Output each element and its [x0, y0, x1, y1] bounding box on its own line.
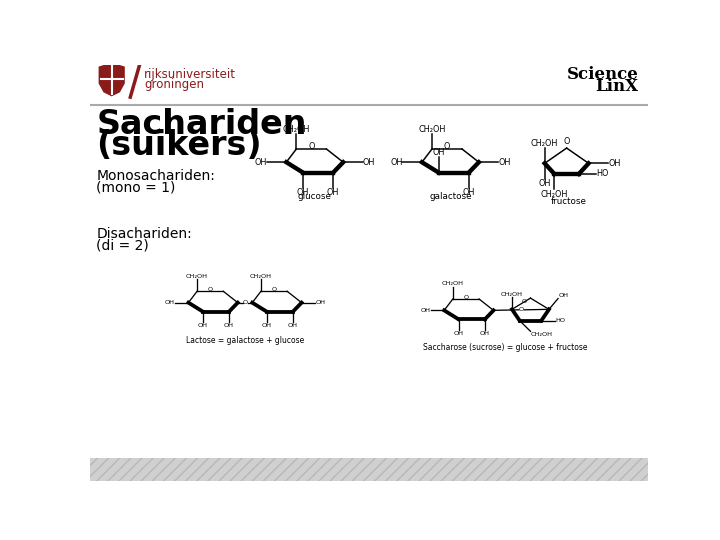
Text: CH₂OH: CH₂OH: [250, 274, 272, 279]
Text: OH: OH: [297, 188, 309, 197]
Text: Disachariden:: Disachariden:: [96, 226, 192, 240]
Text: OH: OH: [262, 323, 271, 328]
Text: rijksuniversiteit: rijksuniversiteit: [144, 68, 236, 80]
Text: Lactose = galactose + glucose: Lactose = galactose + glucose: [186, 336, 304, 345]
Text: OH: OH: [480, 331, 490, 336]
Text: CH₂OH: CH₂OH: [283, 125, 310, 134]
Text: galactose: galactose: [429, 192, 472, 201]
Text: O: O: [464, 295, 469, 300]
Bar: [90, 65, 648, 103]
Text: O: O: [564, 137, 570, 146]
Text: CH₂OH: CH₂OH: [418, 125, 446, 134]
Text: Science: Science: [567, 65, 639, 83]
Text: O: O: [243, 300, 248, 305]
Polygon shape: [99, 63, 124, 96]
Text: (mono = 1): (mono = 1): [96, 180, 176, 194]
Text: OH: OH: [288, 323, 298, 328]
Text: OH: OH: [463, 188, 475, 197]
Text: OH: OH: [608, 159, 621, 168]
Text: OH: OH: [198, 323, 208, 328]
Bar: [90, 457, 648, 481]
Text: HO: HO: [596, 170, 608, 179]
Text: Sachariden: Sachariden: [96, 108, 307, 141]
Text: O: O: [522, 299, 527, 304]
Text: LinX: LinX: [595, 78, 639, 95]
Text: (suikers): (suikers): [96, 130, 262, 163]
Text: O: O: [518, 307, 524, 312]
Bar: [90, 457, 648, 481]
Text: (di = 2): (di = 2): [96, 238, 149, 252]
Text: OH: OH: [559, 293, 569, 298]
Text: Saccharose (sucrose) = glucose + fructose: Saccharose (sucrose) = glucose + fructos…: [423, 343, 588, 353]
Text: OH: OH: [315, 300, 325, 305]
Text: CH₂OH: CH₂OH: [531, 139, 558, 148]
Text: CH₂OH: CH₂OH: [501, 292, 523, 296]
Text: OH: OH: [390, 158, 402, 167]
Text: O: O: [308, 143, 315, 151]
Text: Monosachariden:: Monosachariden:: [96, 168, 215, 183]
Text: OH: OH: [254, 158, 267, 167]
Text: CH₂OH: CH₂OH: [531, 332, 553, 337]
Text: OH: OH: [498, 158, 510, 167]
Bar: [90, 65, 648, 103]
Text: OH: OH: [454, 331, 464, 336]
Text: glucose: glucose: [298, 192, 332, 201]
Text: CH₂OH: CH₂OH: [442, 281, 464, 286]
Text: OH: OH: [539, 179, 551, 187]
Text: fructose: fructose: [551, 197, 587, 206]
Text: CH₂OH: CH₂OH: [541, 190, 568, 199]
Text: HO: HO: [555, 318, 565, 323]
Text: O: O: [207, 287, 212, 292]
Text: O: O: [444, 143, 450, 151]
Text: groningen: groningen: [144, 78, 204, 91]
Text: OH: OH: [433, 148, 445, 157]
Text: O: O: [271, 287, 276, 292]
Text: OH: OH: [327, 188, 339, 197]
Text: CH₂OH: CH₂OH: [186, 274, 208, 279]
Text: OH: OH: [420, 308, 431, 313]
Text: OH: OH: [224, 323, 234, 328]
Text: OH: OH: [164, 300, 174, 305]
Text: OH: OH: [363, 158, 375, 167]
